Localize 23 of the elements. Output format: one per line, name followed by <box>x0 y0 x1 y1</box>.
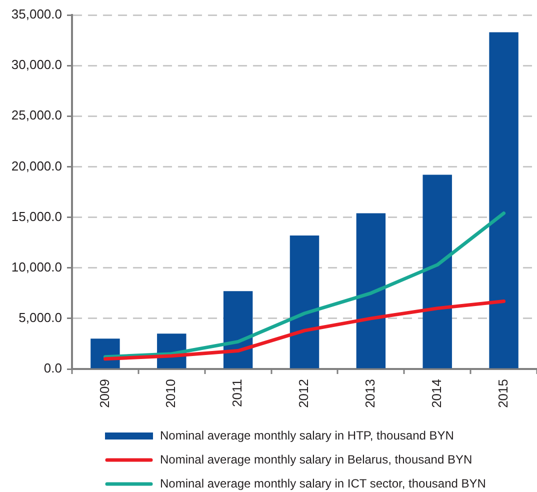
x-tick-label: 2013 <box>362 379 378 408</box>
y-tick-label: 10,000.0 <box>11 259 62 274</box>
y-tick-label: 5,000.0 <box>18 310 62 326</box>
legend-label: Nominal average monthly salary in ICT sector, thousand BYN <box>160 476 486 490</box>
legend-label: Nominal average monthly salary in HTP, thousand BYN <box>160 428 454 442</box>
y-tick-label: 25,000.0 <box>11 108 62 123</box>
y-tick-label: 30,000.0 <box>11 57 62 72</box>
bar <box>223 291 253 368</box>
bar <box>422 174 452 368</box>
x-tick-label: 2010 <box>163 379 178 408</box>
y-tick-label: 20,000.0 <box>11 158 62 174</box>
y-tick-label: 0.0 <box>44 360 62 376</box>
x-tick-label: 2012 <box>296 379 312 408</box>
bar <box>290 235 320 368</box>
y-tick-label: 35,000.0 <box>11 6 62 22</box>
legend-label: Nominal average monthly salary in Belarus, thousand BYN <box>160 452 472 466</box>
bar <box>356 213 386 368</box>
y-tick-label: 15,000.0 <box>11 208 62 224</box>
x-tick-label: 2014 <box>428 379 444 408</box>
x-tick-label: 2011 <box>230 379 245 407</box>
x-tick-label: 2009 <box>96 379 112 408</box>
x-tick-label: 2015 <box>495 379 510 408</box>
bar <box>489 32 518 368</box>
